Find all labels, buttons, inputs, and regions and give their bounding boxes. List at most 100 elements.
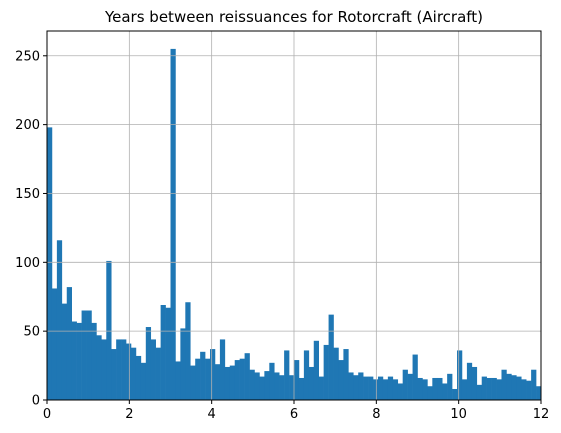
histogram-bar	[116, 339, 122, 400]
histogram-bar	[279, 375, 285, 400]
histogram-bar	[402, 369, 408, 400]
histogram-bar	[471, 366, 478, 400]
histogram-bar	[155, 347, 161, 400]
histogram-bar	[432, 377, 438, 400]
x-tick-label: 12	[533, 407, 550, 422]
histogram-bar	[318, 376, 324, 400]
x-tick-label: 8	[372, 407, 380, 422]
histogram-bar	[382, 379, 389, 400]
histogram-bar	[457, 350, 463, 400]
histogram-bar	[427, 386, 433, 400]
histogram-bar	[205, 358, 211, 400]
histogram-bar	[47, 127, 53, 400]
histogram-bar	[289, 375, 295, 400]
histogram-bar	[214, 364, 221, 400]
histogram-bar	[526, 380, 532, 400]
histogram-bar	[96, 335, 102, 400]
histogram-bar	[185, 302, 191, 400]
ticks-group: 0 2 4 6 8 10 12 0 50 100 150 200 250	[15, 49, 549, 422]
histogram-bar	[195, 358, 201, 400]
y-tick-label: 200	[15, 118, 40, 133]
histogram-bar	[61, 303, 68, 400]
histogram-bar	[210, 349, 216, 400]
histogram-bar	[481, 376, 487, 400]
x-tick-label: 0	[43, 407, 51, 422]
histogram-bar	[229, 365, 236, 400]
histogram-bar	[303, 350, 310, 400]
y-tick-label: 0	[32, 394, 40, 409]
y-tick-label: 50	[23, 325, 40, 340]
histogram-bar	[135, 355, 142, 400]
histogram-bar	[373, 379, 379, 400]
histogram-bar	[452, 388, 458, 400]
histogram-bar	[422, 379, 428, 400]
x-tick-label: 6	[290, 407, 298, 422]
histogram-bar	[86, 310, 92, 400]
histogram-bar	[106, 260, 112, 400]
histogram-bar	[219, 339, 226, 400]
histogram-bar	[368, 376, 374, 400]
histogram-bar	[145, 327, 152, 400]
histogram-bar	[531, 369, 537, 400]
histogram-bar	[333, 347, 339, 400]
histogram-bar	[51, 288, 58, 400]
histogram-bar	[328, 314, 334, 400]
histogram-bar	[338, 360, 344, 400]
histogram-bar	[363, 376, 369, 400]
histogram-bar	[284, 350, 290, 400]
histogram-bar	[397, 383, 403, 400]
histogram-bar	[254, 372, 260, 400]
histogram-bar	[476, 384, 483, 400]
y-tick-label: 100	[15, 256, 40, 271]
histogram-bar	[76, 322, 82, 400]
histogram-bar	[274, 372, 280, 400]
histogram-bar	[269, 362, 275, 400]
histogram-bar	[412, 354, 418, 400]
histogram-bar	[511, 375, 517, 400]
x-tick-label: 4	[208, 407, 216, 422]
histogram-bar	[442, 383, 448, 400]
x-tick-label: 10	[450, 407, 467, 422]
y-tick-label: 150	[15, 187, 40, 202]
histogram-bar	[536, 386, 542, 400]
histogram-bar	[521, 379, 527, 400]
histogram-bar	[175, 361, 181, 400]
histogram-bar	[506, 373, 512, 400]
histogram-bar	[461, 379, 468, 400]
histogram-bar	[501, 369, 507, 400]
histogram-bar	[165, 307, 171, 400]
histogram-bar	[81, 310, 87, 400]
histogram-bar	[417, 377, 423, 400]
histogram-bar	[56, 240, 63, 400]
histogram-bar	[126, 343, 132, 400]
histogram-bar	[190, 365, 196, 400]
histogram-bar	[244, 353, 250, 400]
histogram-bar	[224, 366, 231, 400]
x-tick-label: 2	[125, 407, 133, 422]
histogram-bar	[294, 360, 300, 400]
histogram-bar	[200, 351, 206, 400]
bars-group	[47, 48, 542, 401]
y-tick-label: 250	[15, 49, 40, 64]
histogram-bar	[101, 339, 107, 400]
histogram-bar	[249, 369, 255, 400]
histogram-bar	[308, 366, 315, 400]
histogram-bar	[71, 321, 77, 400]
histogram-bar	[353, 375, 359, 400]
histogram-bar	[486, 377, 492, 400]
histogram-bar	[150, 339, 156, 400]
histogram-bar	[348, 372, 354, 400]
histogram-bar	[437, 377, 443, 400]
chart-title: Years between reissuances for Rotorcraft…	[104, 8, 483, 26]
histogram-bar	[66, 287, 72, 400]
histogram-bar	[259, 376, 265, 400]
histogram-bar	[387, 376, 394, 400]
histogram-bar	[111, 349, 117, 400]
histogram-bar	[130, 347, 137, 400]
histogram-bar	[91, 322, 97, 400]
histogram-bar	[323, 344, 329, 400]
histogram-bar	[180, 328, 186, 400]
histogram-bar	[170, 48, 176, 401]
histogram-bar	[343, 349, 349, 400]
